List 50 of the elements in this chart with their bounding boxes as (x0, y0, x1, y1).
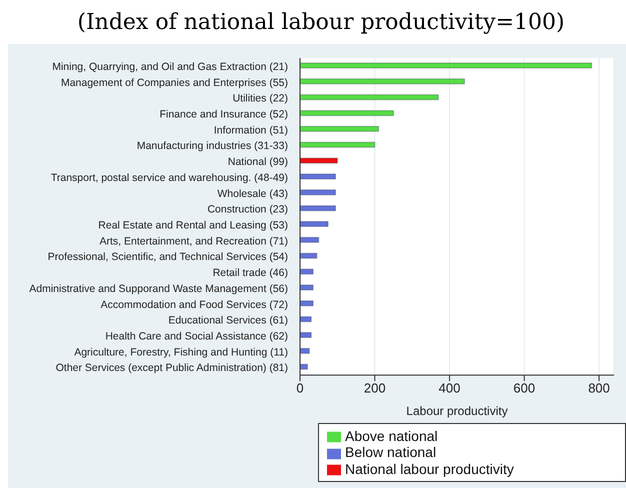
y-tick-label: Management of Companies and Enterprises (55) (60, 76, 288, 89)
x-tick-label: 200 (364, 380, 386, 396)
y-tick-label: Transport, postal service and warehousing. (48-49) (50, 172, 288, 184)
y-tick-label: Retail trade (46) (212, 267, 288, 280)
x-axis-title: Labour productivity (406, 404, 508, 418)
y-tick-label: Utilities (22) (232, 92, 288, 105)
bar (300, 62, 592, 68)
y-tick-label: Finance and Insurance (52) (160, 108, 288, 120)
y-tick-label: Accommodation and Food Services (72) (100, 298, 288, 311)
bar (300, 158, 338, 164)
bar (300, 189, 336, 196)
bar (300, 173, 336, 180)
y-tick-label: National (99) (228, 156, 288, 168)
x-tick-label: 400 (438, 380, 460, 396)
bar (300, 268, 314, 275)
bar (300, 348, 310, 354)
bar (300, 78, 465, 84)
bar (300, 142, 376, 148)
y-tick-label: Administrative and Supporand Waste Management (56) (29, 282, 288, 295)
bar (300, 221, 329, 228)
y-tick-label: Other Services (except Public Administration) (81) (56, 362, 288, 374)
legend-label: Above national (345, 428, 438, 444)
y-tick-label: Real Estate and Rental and Leasing (53) (98, 219, 288, 232)
bar (300, 332, 312, 338)
bar (300, 236, 320, 243)
bar (300, 252, 318, 259)
bar (300, 110, 394, 116)
bar (300, 94, 439, 100)
y-tick-label: Manufacturing industries (31-33) (136, 140, 288, 152)
y-tick-label: Educational Services (61) (168, 314, 288, 327)
y-tick-label: Mining, Quarrying, and Oil and Gas Extraction (21) (52, 60, 288, 73)
bar (300, 316, 312, 322)
y-tick-label: Information (51) (214, 124, 288, 136)
bar (300, 205, 336, 212)
bar (300, 364, 308, 370)
y-tick-label: Agriculture, Forestry, Fishing and Hunting (11) (74, 346, 288, 358)
y-tick-label: Construction (23) (207, 204, 288, 216)
bar (300, 300, 314, 306)
x-tick-label: 800 (588, 380, 610, 396)
legend-label: Below national (345, 444, 436, 460)
y-tick-label: Professional, Scientific, and Technical Services (54) (48, 251, 288, 264)
legend-label: National labour productivity (345, 460, 514, 477)
y-tick-label: Arts, Entertainment, and Recreation (71) (99, 235, 288, 248)
bar (300, 126, 379, 132)
x-tick-label: 0 (296, 380, 304, 396)
x-tick-label: 600 (513, 380, 536, 396)
bar (300, 284, 314, 290)
y-tick-label: Wholesale (43) (217, 188, 288, 200)
y-tick-label: Health Care and Social Assistance (62) (105, 330, 288, 342)
chart-title: (Index of national labour productivity=100) (8, 8, 626, 44)
